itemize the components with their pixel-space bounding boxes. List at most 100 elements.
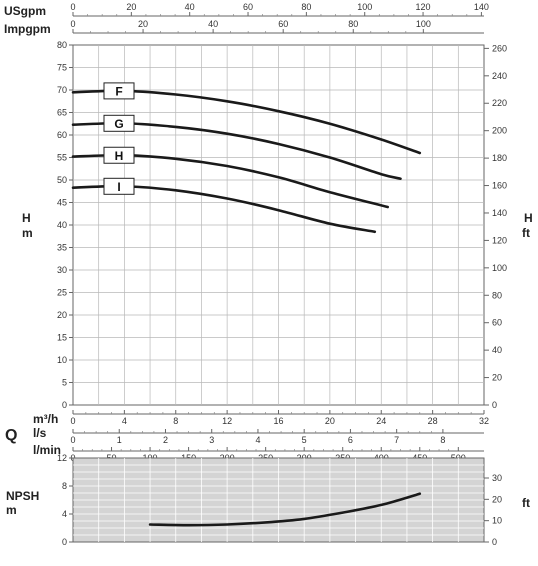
flow-tick-label: 2	[163, 435, 168, 445]
y2-tick-label: 60	[492, 318, 502, 328]
top-tick-label: 20	[126, 2, 136, 12]
top-tick-label: 100	[416, 19, 431, 29]
y-tick-label: 15	[57, 333, 67, 343]
flow-tick-label: 1	[117, 435, 122, 445]
top-tick-label: 80	[348, 19, 358, 29]
y-tick-label: 75	[57, 63, 67, 73]
y-tick-label: 30	[57, 265, 67, 275]
ls-label: l/s	[33, 426, 47, 440]
flow-tick-label: 12	[222, 416, 232, 426]
top-tick-label: 40	[185, 2, 195, 12]
top-tick-label: 80	[301, 2, 311, 12]
npsh-line	[148, 492, 422, 527]
top-tick-label: 20	[138, 19, 148, 29]
y2-tick-label: 0	[492, 400, 497, 410]
curve-label-h: H	[115, 149, 124, 163]
flow-axes: 0481216202428320123456780501001502002503…	[70, 410, 489, 463]
y2-tick-label: 80	[492, 290, 502, 300]
y-tick-label: 60	[57, 130, 67, 140]
q-label: Q	[5, 427, 17, 444]
npsh-m-label: m	[6, 503, 17, 517]
y-tick-label: 55	[57, 153, 67, 163]
lmin-label: l/min	[33, 443, 61, 457]
usgpm-label: USgpm	[4, 4, 46, 18]
y-tick-label: 65	[57, 108, 67, 118]
top-tick-label: 0	[70, 19, 75, 29]
flow-tick-label: 24	[376, 416, 386, 426]
curve-label-box-i	[103, 177, 135, 195]
npsh-ft-label: ft	[522, 496, 530, 510]
y2-tick-label: 200	[492, 126, 507, 136]
head-plot: 0 5 10 15 20 25 30 35 40 45 50 55 60 65 70 75 80 0 20 40 60…	[57, 2, 507, 410]
npsh-y2-tick-label: 10	[492, 516, 502, 526]
y-tick-label: 40	[57, 220, 67, 230]
flow-tick-label: 4	[122, 416, 127, 426]
npsh-y-ticks: 0 4 8 12	[57, 453, 73, 547]
flow-tick-label: 0	[70, 416, 75, 426]
curve-label-g: G	[114, 117, 123, 131]
y2-tick-label: 20	[492, 373, 502, 383]
flow-tick-label: 4	[255, 435, 260, 445]
y-tick-label: 10	[57, 355, 67, 365]
flow-tick-label: 7	[394, 435, 399, 445]
top-tick-label: 60	[243, 2, 253, 12]
top-tick-label: 140	[474, 2, 489, 12]
y-tick-label: 45	[57, 198, 67, 208]
y2-tick-label: 140	[492, 208, 507, 218]
curve-label-box-g	[103, 114, 135, 132]
top-tick-label: 60	[278, 19, 288, 29]
flow-tick-label: 20	[325, 416, 335, 426]
y-tick-label: 0	[62, 400, 67, 410]
npsh-plot: 0 4 8 12 0 10 20 30	[57, 453, 502, 547]
flow-tick-label: 28	[428, 416, 438, 426]
impgpm-label: Impgpm	[4, 22, 51, 36]
m-left-label: m	[22, 226, 33, 240]
flow-tick-label: 8	[173, 416, 178, 426]
npsh-y-tick-label: 4	[62, 509, 67, 519]
head-y2-ticks: 0 20 40 60 80 100 120 140 160 180 200 220 240 260	[484, 43, 507, 410]
m3h-label: m³/h	[33, 412, 58, 426]
y-tick-label: 25	[57, 288, 67, 298]
y-tick-label: 5	[62, 378, 67, 388]
top-tick-label: 120	[416, 2, 431, 12]
npsh-label: NPSH	[6, 489, 39, 503]
flow-tick-label: 5	[302, 435, 307, 445]
npsh-y2-tick-label: 30	[492, 473, 502, 483]
h-right-label: H	[524, 211, 533, 225]
npsh-y-tick-label: 0	[62, 537, 67, 547]
ft-right-label: ft	[522, 226, 530, 240]
y2-tick-label: 120	[492, 235, 507, 245]
top-axes: 0 20 40 60 80 100 120 140 0 20 40 60 80 100	[70, 2, 489, 34]
curve-label-f: F	[115, 84, 122, 98]
y2-tick-label: 180	[492, 153, 507, 163]
npsh-y-tick-label: 12	[57, 453, 67, 463]
y2-tick-label: 260	[492, 43, 507, 53]
flow-tick-label: 32	[479, 416, 489, 426]
curve-label-i: I	[117, 180, 120, 194]
npsh-y2-tick-label: 20	[492, 494, 502, 504]
y-tick-label: 80	[57, 40, 67, 50]
top-tick-label: 0	[70, 2, 75, 12]
top-tick-label: 40	[208, 19, 218, 29]
flow-tick-label: 8	[440, 435, 445, 445]
h-left-label: H	[22, 211, 31, 225]
y2-tick-label: 220	[492, 98, 507, 108]
npsh-y2-ticks: 0 10 20 30	[484, 473, 502, 547]
flow-tick-label: 16	[273, 416, 283, 426]
head-y-ticks: 0 5 10 15 20 25 30 35 40 45 50 55 60 65 70 75 80	[57, 40, 73, 410]
flow-tick-label: 0	[70, 435, 75, 445]
npsh-grid	[73, 458, 484, 542]
top-tick-label: 100	[357, 2, 372, 12]
head-curves: F G H I	[71, 82, 422, 234]
y-tick-label: 35	[57, 243, 67, 253]
y-tick-label: 70	[57, 85, 67, 95]
y2-tick-label: 160	[492, 181, 507, 191]
flow-tick-label: 6	[348, 435, 353, 445]
y2-tick-label: 100	[492, 263, 507, 273]
npsh-y2-tick-label: 0	[492, 537, 497, 547]
y2-tick-label: 240	[492, 71, 507, 81]
y-tick-label: 20	[57, 310, 67, 320]
curve-label-box-f	[103, 82, 135, 100]
y-tick-label: 50	[57, 175, 67, 185]
